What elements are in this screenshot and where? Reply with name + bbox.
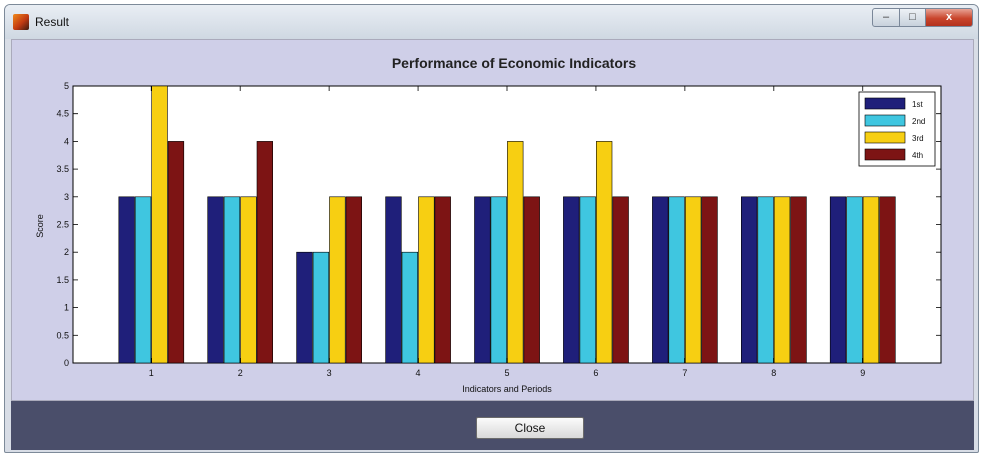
y-tick-label: 1.5 (56, 275, 69, 285)
x-tick-label: 3 (327, 368, 332, 378)
bar-1st-8 (740, 196, 758, 364)
bar-4th-7 (701, 196, 718, 364)
chart-title: Performance of Economic Indicators (392, 55, 636, 71)
y-tick-label: 3.5 (56, 164, 69, 174)
bar-3rd-5 (507, 141, 524, 364)
x-tick-label: 6 (593, 368, 598, 378)
bar-4th-4 (434, 196, 451, 364)
minimize-button[interactable]: – (872, 8, 900, 27)
bar-2nd-3 (312, 251, 330, 364)
y-tick-label: 5 (64, 81, 69, 91)
y-tick-label: 3 (64, 192, 69, 202)
title-bar[interactable]: Result – □ x (5, 5, 978, 39)
legend-swatch-3rd (864, 131, 906, 144)
bar-1st-5 (474, 196, 491, 364)
maximize-button[interactable]: □ (899, 8, 926, 27)
x-tick-label: 5 (504, 368, 509, 378)
bar-2nd-4 (401, 251, 418, 364)
legend-swatch-2nd (864, 114, 906, 127)
bar-2nd-8 (757, 196, 774, 364)
x-axis-label: Indicators and Periods (462, 384, 552, 394)
bar-4th-2 (256, 141, 273, 364)
bar-2nd-9 (846, 196, 863, 364)
bar-4th-9 (879, 196, 896, 364)
y-tick-label: 2 (64, 247, 69, 257)
close-button[interactable]: Close (476, 417, 584, 439)
legend-label-3rd: 3rd (912, 134, 924, 143)
bar-1st-9 (829, 196, 847, 364)
y-tick-label: 4 (64, 136, 69, 146)
x-tick-label: 7 (682, 368, 687, 378)
bar-3rd-7 (684, 196, 702, 364)
legend-label-1st: 1st (912, 100, 923, 109)
x-tick-label: 4 (416, 368, 421, 378)
bottom-panel: Close (11, 401, 974, 450)
bar-2nd-2 (223, 196, 241, 364)
bars-group (118, 85, 896, 364)
bar-2nd-7 (668, 196, 685, 364)
result-window: Result – □ x Performance of Economic Ind… (4, 4, 979, 453)
bar-3rd-4 (418, 196, 435, 364)
legend-swatch-4th (864, 148, 906, 161)
y-tick-label: 0 (64, 358, 69, 368)
y-tick-label: 1 (64, 303, 69, 313)
window-close-button[interactable]: x (925, 8, 973, 27)
legend: 1st 2nd 3rd 4th (858, 91, 936, 167)
bar-1st-2 (207, 196, 224, 364)
y-tick-label: 2.5 (56, 220, 69, 230)
figure-panel: Performance of Economic Indicators 0 0.5 1… (11, 39, 974, 401)
bar-4th-8 (790, 196, 807, 364)
bar-1st-4 (385, 196, 402, 364)
bar-2nd-5 (490, 196, 507, 364)
x-tick-label: 1 (149, 368, 154, 378)
axes-group: 0 0.5 1 1.5 2 2.5 3 3.5 4 4.5 5 1 2 3 4 5 6 7 8 9 (56, 81, 941, 378)
matlab-app-icon (13, 14, 29, 30)
bar-3rd-8 (773, 196, 791, 364)
legend-swatch-1st (864, 97, 906, 110)
legend-label-2nd: 2nd (912, 117, 925, 126)
bar-chart: Performance of Economic Indicators 0 0.5 1… (35, 55, 942, 394)
x-tick-label: 2 (238, 368, 243, 378)
bar-3rd-9 (862, 196, 880, 364)
bar-1st-6 (563, 196, 580, 364)
bar-4th-3 (345, 196, 362, 364)
bar-4th-1 (167, 141, 185, 364)
plot-area (72, 85, 942, 364)
bar-4th-5 (523, 196, 540, 364)
bar-1st-7 (652, 196, 669, 364)
bar-1st-3 (296, 251, 313, 364)
y-tick-label: 0.5 (56, 330, 69, 340)
y-axis-label: Score (35, 214, 45, 238)
window-title: Result (35, 15, 70, 29)
bar-1st-1 (118, 196, 135, 364)
x-tick-label: 8 (771, 368, 776, 378)
bar-2nd-6 (579, 196, 596, 364)
legend-label-4th: 4th (912, 151, 923, 160)
bar-3rd-6 (595, 141, 613, 364)
bar-3rd-2 (240, 196, 257, 364)
bar-3rd-1 (151, 85, 168, 364)
bar-3rd-3 (329, 196, 346, 364)
bar-2nd-1 (134, 196, 152, 364)
x-tick-label: 9 (860, 368, 865, 378)
y-tick-label: 4.5 (56, 109, 69, 119)
bar-4th-6 (612, 196, 629, 364)
